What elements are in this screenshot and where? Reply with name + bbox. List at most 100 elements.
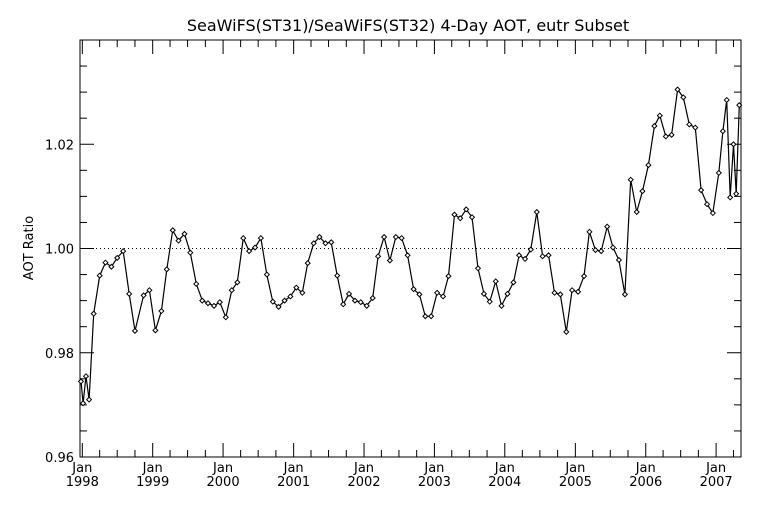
data-point bbox=[222, 314, 229, 321]
x-tick-year-label: 2000 bbox=[207, 475, 240, 490]
y-axis-title: AOT Ratio bbox=[22, 216, 37, 280]
x-tick-month-label: Jan bbox=[635, 461, 656, 476]
data-point bbox=[275, 303, 282, 310]
data-point bbox=[240, 234, 247, 242]
data-point bbox=[668, 131, 675, 138]
data-point bbox=[216, 299, 223, 306]
data-point bbox=[322, 240, 329, 247]
data-point bbox=[633, 208, 640, 216]
data-point bbox=[568, 287, 576, 294]
data-point bbox=[410, 286, 417, 293]
y-tick-label: 1.02 bbox=[45, 138, 74, 153]
data-point bbox=[468, 214, 476, 221]
data-point bbox=[281, 297, 288, 304]
data-point bbox=[187, 249, 194, 256]
data-point bbox=[680, 94, 687, 101]
x-tick-year-label: 2007 bbox=[700, 475, 733, 490]
x-tick-year-label: 2003 bbox=[418, 475, 451, 490]
data-point bbox=[723, 96, 730, 104]
data-point bbox=[486, 298, 493, 305]
data-point bbox=[374, 253, 382, 260]
data-point bbox=[169, 227, 176, 234]
data-point bbox=[193, 280, 200, 288]
x-tick-month-label: Jan bbox=[494, 461, 515, 476]
data-point bbox=[709, 209, 716, 217]
data-point bbox=[730, 141, 737, 148]
data-point bbox=[204, 300, 212, 307]
data-point bbox=[639, 188, 646, 195]
data-point bbox=[245, 247, 253, 255]
data-point bbox=[163, 266, 170, 273]
data-point bbox=[357, 299, 364, 306]
y-tick-label: 0.98 bbox=[45, 347, 74, 362]
data-point bbox=[287, 293, 294, 300]
data-point bbox=[269, 298, 276, 305]
data-point bbox=[510, 279, 517, 286]
data-point bbox=[492, 278, 499, 285]
data-point bbox=[521, 255, 529, 263]
data-point bbox=[457, 215, 464, 222]
x-tick-year-label: 2004 bbox=[488, 475, 521, 490]
data-point bbox=[604, 223, 611, 230]
plot-frame bbox=[79, 39, 742, 458]
series-line bbox=[80, 87, 740, 404]
data-point bbox=[257, 234, 264, 242]
data-point bbox=[645, 161, 652, 169]
data-point bbox=[310, 240, 317, 247]
data-point bbox=[692, 124, 699, 131]
x-tick-month-label: Jan bbox=[705, 461, 726, 476]
data-point bbox=[656, 112, 663, 119]
data-point bbox=[551, 289, 558, 296]
data-point bbox=[498, 302, 505, 309]
data-point bbox=[146, 287, 153, 294]
data-point bbox=[422, 313, 429, 320]
data-point bbox=[158, 307, 165, 315]
data-point bbox=[234, 279, 241, 286]
data-point bbox=[299, 289, 306, 296]
data-point bbox=[96, 272, 103, 279]
data-point bbox=[434, 289, 441, 296]
data-point bbox=[697, 187, 705, 194]
data-point bbox=[210, 302, 218, 309]
data-point bbox=[120, 247, 127, 255]
data-point bbox=[609, 244, 617, 251]
data-point bbox=[662, 133, 669, 140]
y-tick-label: 0.96 bbox=[45, 451, 74, 466]
x-tick-year-label: 2006 bbox=[629, 475, 662, 490]
data-point bbox=[674, 86, 681, 93]
x-tick-year-label: 2005 bbox=[559, 475, 592, 490]
data-point bbox=[686, 121, 693, 128]
data-point bbox=[85, 396, 93, 403]
data-point bbox=[398, 234, 405, 242]
data-point bbox=[527, 246, 534, 253]
data-point bbox=[445, 273, 452, 280]
data-point bbox=[574, 288, 582, 295]
data-point bbox=[108, 263, 115, 270]
x-tick-month-label: Jan bbox=[71, 461, 92, 476]
data-point bbox=[451, 211, 458, 218]
data-point bbox=[703, 201, 711, 208]
x-tick-month-label: Jan bbox=[564, 461, 585, 476]
data-point bbox=[580, 273, 588, 280]
x-tick-year-label: 2002 bbox=[347, 475, 380, 490]
x-tick-year-label: 1998 bbox=[66, 475, 99, 490]
data-point bbox=[557, 291, 564, 298]
series-layer bbox=[77, 86, 743, 407]
data-point bbox=[719, 128, 726, 135]
data-point bbox=[90, 310, 97, 317]
data-point bbox=[152, 327, 159, 334]
x-tick-year-label: 2001 bbox=[277, 475, 310, 490]
data-point bbox=[340, 301, 347, 308]
x-axis: Jan1998Jan1999Jan2000Jan2001Jan2002Jan20… bbox=[66, 40, 734, 490]
data-point bbox=[533, 208, 540, 216]
data-point bbox=[181, 230, 188, 238]
data-point bbox=[392, 233, 399, 241]
data-point bbox=[77, 378, 85, 385]
y-axis: 0.96 0.98 1.00 1.02 bbox=[45, 39, 741, 466]
chart-title: SeaWiFS(ST31)/SeaWiFS(ST32) 4-Day AOT, e… bbox=[187, 16, 629, 35]
data-point bbox=[736, 102, 743, 109]
data-point bbox=[463, 206, 470, 213]
data-point bbox=[515, 252, 523, 259]
data-point bbox=[598, 247, 605, 255]
data-point bbox=[727, 194, 734, 201]
